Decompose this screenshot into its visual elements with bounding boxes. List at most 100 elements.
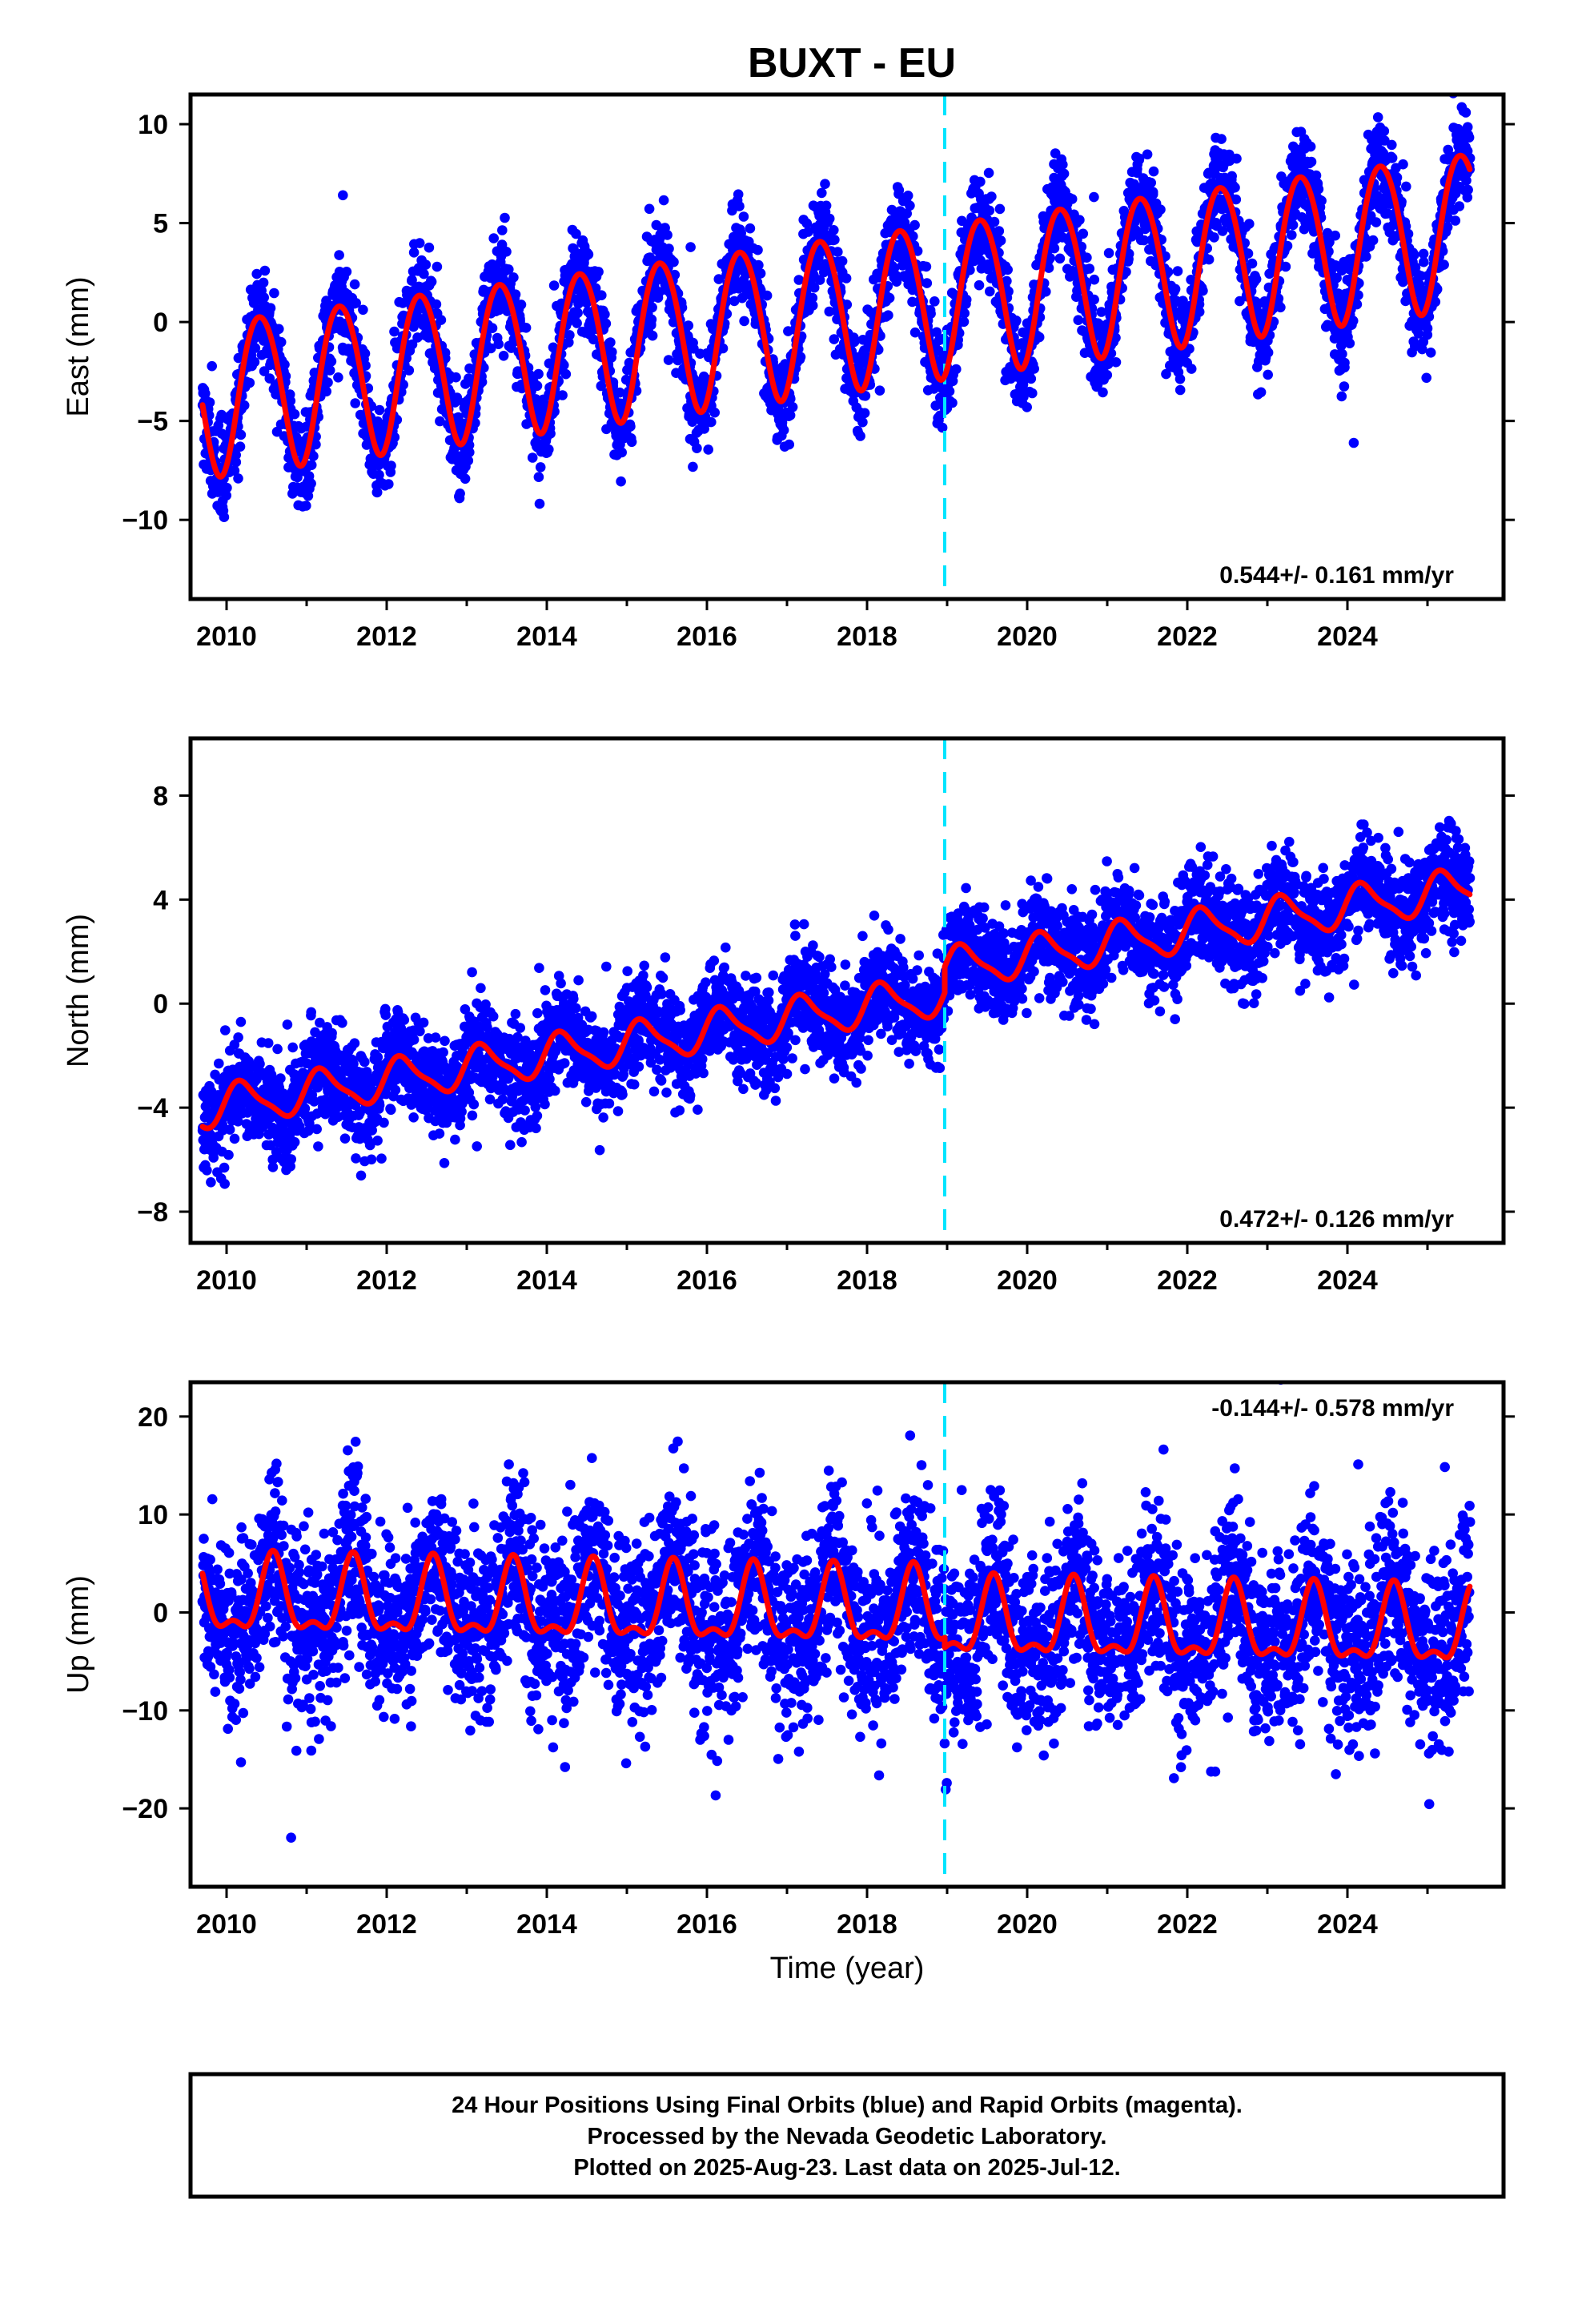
- data-point: [1142, 149, 1153, 160]
- data-point: [1027, 388, 1038, 399]
- x-tick-label: 2016: [677, 621, 737, 652]
- data-point: [1280, 261, 1291, 272]
- data-point: [432, 261, 443, 272]
- data-point: [859, 408, 870, 419]
- data-point: [755, 268, 766, 279]
- data-point: [264, 373, 275, 384]
- data-point: [223, 1149, 234, 1160]
- data-point: [419, 268, 429, 279]
- data-point: [1084, 263, 1095, 274]
- data-point: [301, 501, 311, 511]
- data-point: [1336, 391, 1347, 402]
- data-point: [1103, 247, 1114, 259]
- data-point: [644, 203, 655, 215]
- data-point: [1454, 201, 1465, 211]
- data-point: [1306, 156, 1317, 167]
- data-point: [249, 356, 260, 368]
- data-point: [1041, 286, 1051, 297]
- data-point: [269, 287, 279, 299]
- data-point: [706, 416, 717, 428]
- data-point: [745, 223, 756, 234]
- data-point: [692, 443, 702, 453]
- data-point: [497, 225, 508, 235]
- data-point: [359, 348, 371, 359]
- data-point: [1002, 264, 1013, 275]
- data-point: [350, 398, 361, 408]
- data-point: [663, 355, 674, 365]
- data-point: [905, 200, 915, 211]
- data-point: [374, 404, 385, 416]
- data-point: [607, 347, 617, 357]
- data-point: [1073, 315, 1084, 326]
- data-point: [464, 447, 475, 458]
- data-point: [1439, 259, 1449, 270]
- data-point: [778, 424, 789, 436]
- data-point: [874, 385, 885, 396]
- data-point: [548, 280, 560, 291]
- data-point: [685, 242, 696, 252]
- data-point: [431, 299, 442, 310]
- data-point: [508, 272, 519, 283]
- data-point: [784, 439, 794, 450]
- data-point: [616, 447, 627, 458]
- data-point: [616, 476, 626, 487]
- data-point: [1422, 323, 1433, 334]
- data-point: [944, 386, 955, 396]
- data-point: [326, 356, 337, 367]
- data-point: [208, 1152, 219, 1163]
- data-point: [1251, 274, 1262, 284]
- data-point: [311, 439, 321, 450]
- y-tick-label: 5: [153, 209, 168, 239]
- data-point: [263, 1038, 274, 1048]
- data-point: [527, 452, 538, 463]
- data-point: [646, 314, 657, 325]
- data-point: [588, 334, 599, 345]
- data-point: [1203, 254, 1215, 265]
- data-point: [306, 1007, 317, 1018]
- data-point: [333, 372, 343, 383]
- data-point: [308, 451, 319, 461]
- data-point: [1209, 232, 1219, 243]
- data-point: [313, 1141, 323, 1152]
- data-point: [244, 377, 255, 388]
- data-point: [219, 1179, 231, 1189]
- data-point: [787, 402, 798, 412]
- y-tick-label: −10: [122, 505, 168, 536]
- data-point: [1082, 252, 1092, 263]
- data-point: [404, 365, 415, 376]
- data-point: [709, 407, 720, 418]
- data-point: [975, 176, 986, 187]
- data-point: [626, 436, 637, 448]
- y-tick-label: 10: [138, 110, 168, 140]
- data-point: [1275, 302, 1286, 313]
- data-point: [1460, 107, 1472, 118]
- data-point: [532, 380, 543, 392]
- data-point: [214, 1058, 224, 1069]
- data-point: [488, 233, 499, 243]
- data-point: [1026, 373, 1037, 384]
- data-point: [734, 201, 745, 211]
- data-point: [1391, 172, 1403, 183]
- data-point: [1170, 283, 1181, 295]
- data-point: [452, 392, 463, 403]
- data-point: [688, 461, 698, 472]
- data-point: [487, 323, 498, 334]
- data-point: [306, 478, 316, 489]
- data-point: [267, 1162, 279, 1172]
- data-point: [292, 472, 303, 483]
- data-point: [204, 397, 215, 408]
- data-point: [386, 460, 396, 471]
- data-point: [669, 256, 679, 267]
- data-point: [986, 191, 997, 202]
- x-tick-label: 2014: [516, 621, 577, 652]
- data-point: [1379, 126, 1390, 136]
- data-point: [1462, 74, 1472, 85]
- data-point: [820, 179, 830, 189]
- data-point: [1172, 266, 1183, 276]
- data-point: [1022, 402, 1032, 412]
- data-point: [222, 482, 232, 493]
- data-point: [1198, 285, 1208, 296]
- data-point: [857, 416, 868, 428]
- data-point: [837, 255, 848, 267]
